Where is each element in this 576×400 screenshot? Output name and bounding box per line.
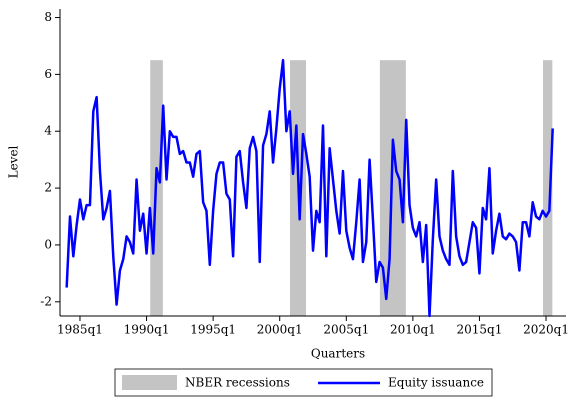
legend-label: Equity issuance	[388, 376, 484, 390]
x-tick-label: 2005q1	[323, 323, 369, 337]
x-tick-label: 1995q1	[190, 323, 236, 337]
x-axis-label: Quarters	[311, 347, 365, 361]
y-tick-label: 6	[44, 67, 52, 81]
legend-label: NBER recessions	[185, 376, 290, 390]
legend-box	[114, 368, 493, 397]
x-tick-label: 2000q1	[257, 323, 303, 337]
x-tick-label: 2010q1	[390, 323, 436, 337]
x-tick-label: 2020q1	[523, 323, 569, 337]
x-tick-label: 2015q1	[457, 323, 503, 337]
y-tick-label: -2	[40, 294, 52, 308]
x-tick-label: 1990q1	[124, 323, 170, 337]
x-tick-label: 1985q1	[57, 323, 103, 337]
y-axis-label: Level	[7, 145, 21, 178]
y-tick-label: 0	[44, 237, 52, 251]
data-line	[65, 58, 554, 318]
recession-band	[543, 60, 553, 316]
y-tick-label: 4	[44, 124, 52, 138]
y-tick-label: 2	[44, 181, 52, 195]
legend-swatch	[122, 375, 177, 390]
y-tick-label: 8	[44, 10, 52, 24]
